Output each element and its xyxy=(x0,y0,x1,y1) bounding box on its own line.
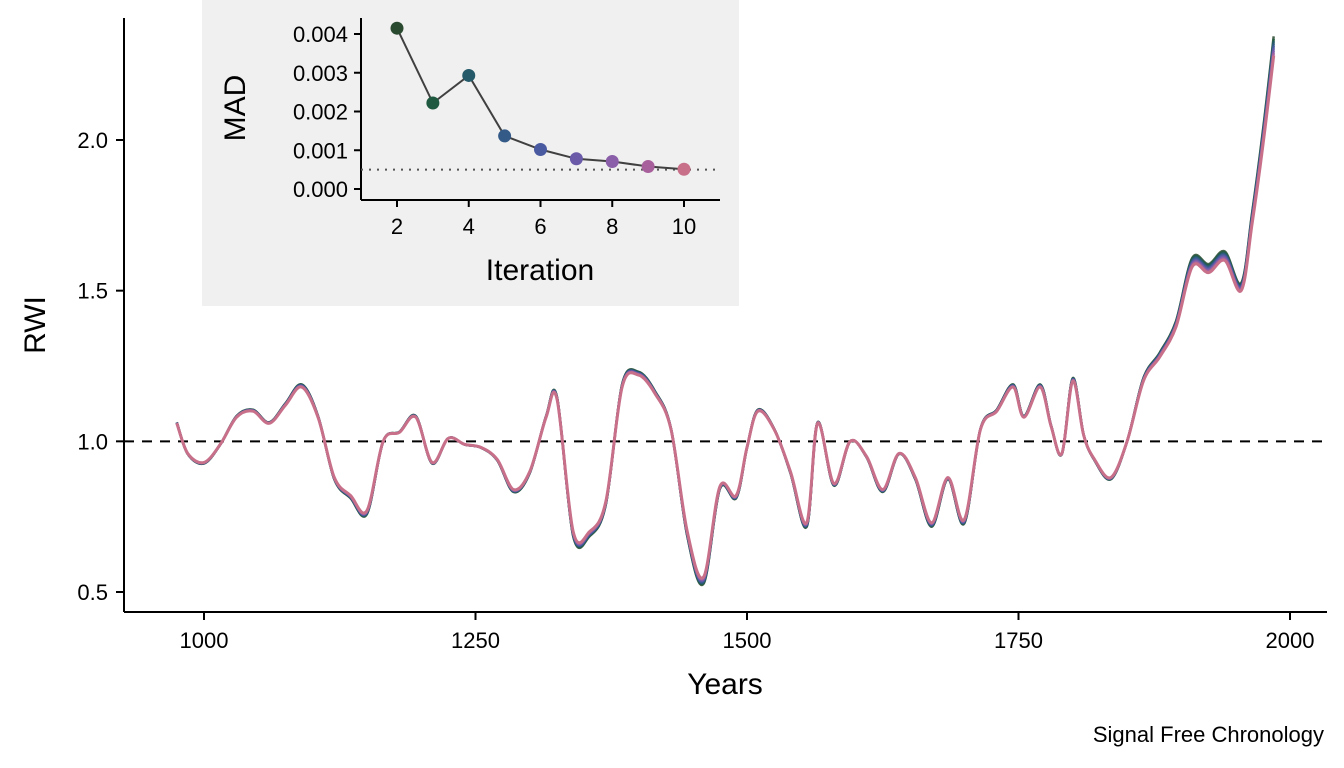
main-x-tick-label: 2000 xyxy=(1266,628,1315,653)
inset-x-axis-title: Iteration xyxy=(486,254,594,287)
main-y-tick-label: 2.0 xyxy=(77,128,108,153)
main-y-tick-label: 0.5 xyxy=(77,580,108,605)
inset-point-iteration-2 xyxy=(390,21,404,35)
inset-point-iteration-9 xyxy=(641,160,655,174)
main-plot: 0.51.01.52.0 1000 1250 1500 1750 2000 Years … xyxy=(19,18,1327,747)
main-y-ticks: 0.5 1.0 1.5 2.0 xyxy=(77,128,124,605)
inset-y-tick-label: 0.004 xyxy=(293,22,348,47)
main-x-tick-label: 1000 xyxy=(180,628,229,653)
inset-x-ticks: 2 4 6 8 10 xyxy=(391,200,696,239)
inset-y-tick-label: 0.003 xyxy=(293,61,348,86)
inset-y-axis-title: MAD xyxy=(219,75,252,142)
main-y-tick-label: 1.0 xyxy=(77,429,108,454)
inset-point-iteration-10 xyxy=(677,162,691,176)
main-y-tick-label: 1.5 xyxy=(77,279,108,304)
inset-background xyxy=(202,0,739,306)
y-axis-title: RWI xyxy=(19,296,52,354)
inset-x-tick-label: 4 xyxy=(463,214,475,239)
inset-point-iteration-3 xyxy=(426,96,440,110)
inset-point-iteration-6 xyxy=(534,142,547,156)
chronology-series xyxy=(175,36,1276,587)
inset-x-tick-label: 10 xyxy=(672,214,696,239)
chart-caption: Signal Free Chronology xyxy=(1093,722,1324,747)
main-x-tick-label: 1750 xyxy=(994,628,1043,653)
x-axis-title: Years xyxy=(687,668,763,701)
inset-x-tick-label: 8 xyxy=(606,214,618,239)
inset-y-ticks: 0.000 0.001 0.002 0.003 0.004 xyxy=(293,22,361,202)
inset-point-iteration-4 xyxy=(462,68,476,82)
inset-point-iteration-7 xyxy=(569,152,583,166)
inset-y-tick-label: 0.001 xyxy=(293,138,348,163)
main-x-tick-label: 1250 xyxy=(451,628,500,653)
inset-point-iteration-8 xyxy=(605,154,619,168)
chronology-line-iteration-10 xyxy=(175,55,1276,580)
main-x-tick-label: 1500 xyxy=(723,628,772,653)
main-x-ticks: 1000 1250 1500 1750 2000 xyxy=(180,612,1315,653)
inset-y-tick-label: 0.000 xyxy=(293,177,348,202)
inset-x-tick-label: 2 xyxy=(391,214,403,239)
inset-mad-points xyxy=(390,21,691,176)
inset-plot: 0.000 0.001 0.002 0.003 0.004 2 4 6 8 10 Iterati… xyxy=(202,0,739,306)
inset-y-tick-label: 0.002 xyxy=(293,100,348,125)
inset-point-iteration-5 xyxy=(498,129,512,143)
inset-x-tick-label: 6 xyxy=(534,214,546,239)
